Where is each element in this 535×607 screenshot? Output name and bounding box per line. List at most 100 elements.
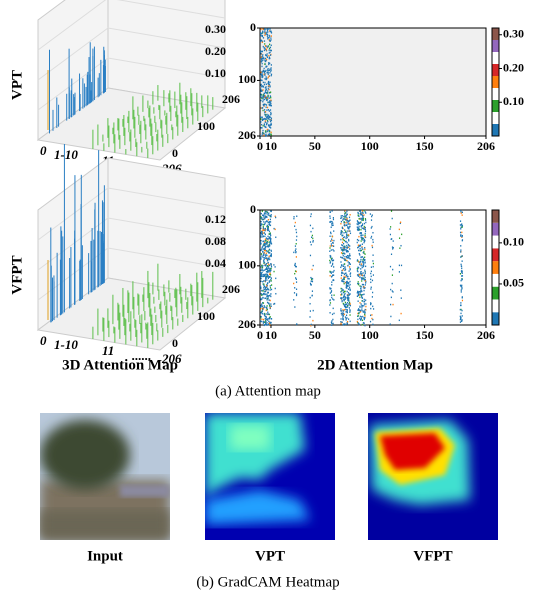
attention-cell [370,227,372,229]
attention-cell [362,216,364,219]
attention-cell [263,244,266,247]
attention-cell [460,265,463,268]
x-tick-label: 206 [477,139,495,153]
attention-cell [262,214,264,217]
attention-cell [264,315,266,317]
attention-cell [265,48,268,51]
attention-cell [360,258,362,261]
attention-cell [268,233,270,235]
attention-cell [332,271,334,273]
attention-cell [346,218,348,221]
colorbar-tick-label: 0.10 [503,94,524,108]
attention-cell [268,243,271,245]
attention-cell [265,228,267,231]
attention-cell [364,279,367,281]
attention-cell [267,221,269,224]
attention-cell [269,40,271,42]
attention-cell [345,303,347,305]
attention-cell [362,311,364,313]
attention-cell [346,217,348,219]
attention-cell [266,128,268,131]
attention-cell [269,54,272,56]
attention-cell [359,218,361,220]
attention-cell [359,213,361,215]
row-label: VPT [9,70,25,100]
attention-cell [390,315,392,318]
attention-cell [293,251,295,254]
attention-cell [263,252,265,255]
attention-cell [345,248,347,251]
attention-cell [264,130,267,132]
attention-cell [358,225,360,228]
attention-cell [343,275,345,278]
attention-cell [311,280,314,283]
attention-cell [340,232,343,234]
attention-cell [260,57,263,59]
attention-cell [364,308,366,311]
attention-cell [358,273,360,276]
colorbar-segment [492,261,499,274]
attention-cell [265,69,267,72]
attention-cell [266,279,268,281]
attention-cell [270,318,273,320]
attention-cell [345,231,347,234]
attention-cell [340,217,342,220]
attention-cell [265,306,268,309]
attention-cell [341,310,343,312]
attention-cell [345,284,348,286]
attention-cell [330,265,333,267]
attention-cell [460,210,462,212]
attention-cell [343,298,345,301]
attention-cell [265,28,267,30]
attention-cell [341,244,344,247]
attention-cell [356,268,358,270]
attention-cell [268,252,270,254]
attention-cell [266,97,268,99]
attention-cell [269,72,271,74]
attention-cell [264,321,267,324]
attention-cell [340,294,342,296]
y-tick-label: 100 [238,258,256,272]
attention-cell [329,287,331,289]
attention-cell [262,302,265,304]
attention-cell [311,277,313,280]
attention-cell [461,267,463,270]
attention-cell [360,234,362,237]
attention-cell [347,275,349,278]
attention-cell [260,95,262,97]
attention-cell [267,76,269,79]
attention-cell [269,236,271,238]
attention-cell [266,259,269,262]
attention-cell [329,312,331,314]
attention-cell [263,67,265,70]
attention-cell [269,289,271,291]
attention-cell [270,243,273,245]
attention-cell [264,70,266,73]
attention-cell [264,111,266,114]
attention-cell [392,268,394,271]
attention-cell [331,296,333,299]
attention-cell [262,275,264,278]
attention-cell [331,320,333,322]
attention-cell [346,297,348,300]
attention-cell [348,234,350,236]
attention-cell [262,322,264,324]
attention-cell [295,251,297,253]
attention-cell [362,234,364,236]
attention-cell [342,280,345,283]
attention-cell [268,263,270,266]
attention-cell [362,248,364,251]
attention-cell [270,113,272,116]
attention-cell [261,217,263,220]
attention-cell [344,245,346,248]
attention-cell [346,217,348,220]
colorbar-segment [492,222,499,236]
attention-cell [363,239,366,241]
attention-cell [356,274,359,276]
attention-cell [331,263,334,266]
attention-cell [460,234,462,236]
attention-cell [371,246,374,249]
attention-cell [262,125,264,127]
attention-cell [371,214,373,216]
attention-cell [267,125,270,127]
